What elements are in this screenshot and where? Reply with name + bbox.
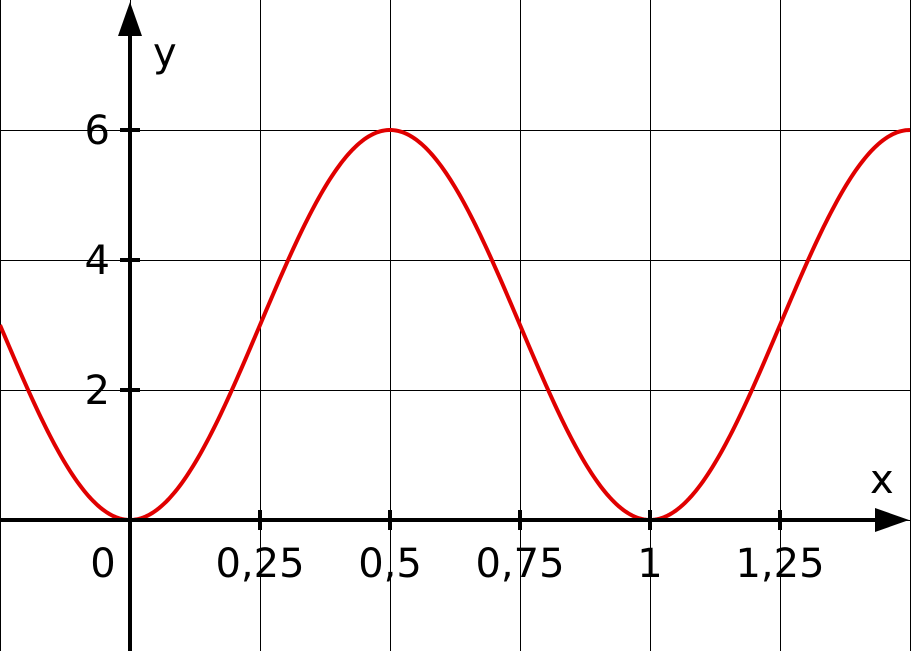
- y-axis-arrow: [118, 2, 142, 36]
- x-axis-label: x: [870, 457, 894, 503]
- x-tick-label: 1,25: [735, 541, 824, 587]
- x-axis-arrow: [875, 508, 909, 532]
- y-tick-label: 4: [85, 238, 110, 284]
- x-tick-label: 0,5: [358, 541, 422, 587]
- y-tick-label: 2: [85, 368, 110, 414]
- x-tick-label: 0,25: [215, 541, 304, 587]
- y-axis-label: y: [153, 30, 177, 76]
- series-curve: [0, 128, 911, 523]
- origin-label: 0: [90, 541, 115, 587]
- x-tick-label: 0,75: [475, 541, 564, 587]
- x-tick-label: 1: [637, 541, 662, 587]
- tick-labels: 0,25 0,5 0,75 1 1,25 0 2 4 6: [85, 108, 825, 587]
- ticks: [120, 128, 782, 530]
- y-tick-label: 6: [85, 108, 110, 154]
